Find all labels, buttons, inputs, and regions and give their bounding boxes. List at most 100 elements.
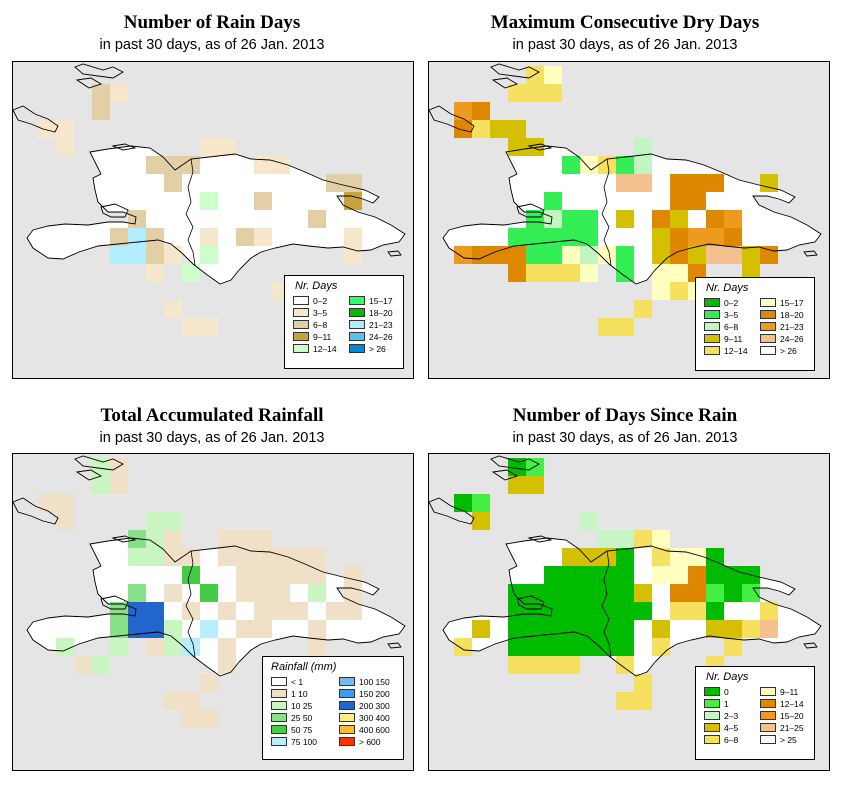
grid-cell	[182, 710, 200, 728]
country-border	[185, 550, 196, 658]
grid-cell	[110, 620, 128, 638]
grid-cell	[724, 228, 742, 246]
grid-cell	[526, 66, 544, 84]
legend-label: 4–5	[724, 723, 739, 733]
grid-cell	[454, 638, 472, 656]
grid-cell	[760, 602, 778, 620]
grid-cell	[580, 602, 598, 620]
legend-swatch	[293, 320, 309, 329]
grid-cell	[254, 192, 272, 210]
grid-cell	[508, 228, 526, 246]
grid-cell	[526, 602, 544, 620]
grid-cell	[272, 566, 290, 584]
grid-cell	[92, 102, 110, 120]
coastline	[490, 63, 540, 79]
grid-cell	[562, 638, 580, 656]
grid-cell	[724, 584, 742, 602]
legend-label: 0	[724, 687, 729, 697]
grid-cell	[526, 84, 544, 102]
grid-cell	[742, 246, 760, 264]
grid-cell	[56, 512, 74, 530]
grid-cell	[128, 620, 146, 638]
grid-cell	[580, 228, 598, 246]
grid-cell	[56, 638, 74, 656]
coastline	[75, 77, 103, 89]
legend-swatch	[760, 310, 776, 319]
grid-cell	[706, 602, 724, 620]
grid-cell	[128, 584, 146, 602]
legend-label: 300 400	[359, 713, 390, 723]
grid-cell	[308, 548, 326, 566]
grid-cell	[706, 228, 724, 246]
grid-cell	[742, 620, 760, 638]
legend-label: 24–26	[369, 332, 393, 342]
grid-cell	[110, 246, 128, 264]
panel-rain-days: Number of Rain Days in past 30 days, as …	[0, 0, 420, 390]
grid-cell	[688, 584, 706, 602]
grid-cell	[472, 620, 490, 638]
legend-swatch	[704, 723, 720, 732]
coastline	[387, 642, 402, 649]
grid-cell	[200, 138, 218, 156]
grid-cell	[182, 318, 200, 336]
grid-cell	[490, 120, 508, 138]
grid-cell	[616, 264, 634, 282]
legend-label: > 600	[359, 737, 381, 747]
grid-cell	[526, 246, 544, 264]
coastline	[429, 497, 475, 525]
grid-cell	[74, 656, 92, 674]
coastline	[74, 63, 124, 79]
grid-cell	[616, 656, 634, 674]
grid-cell	[182, 264, 200, 282]
grid-cell	[164, 530, 182, 548]
coastline	[527, 535, 553, 543]
grid-cell	[92, 458, 110, 476]
legend-swatch	[760, 298, 776, 307]
grid-cell	[544, 656, 562, 674]
legend-swatch	[704, 334, 720, 343]
legend-swatch	[760, 687, 776, 696]
legend-label: 15–17	[780, 298, 804, 308]
grid-cell	[308, 638, 326, 656]
grid-cell	[200, 246, 218, 264]
grid-cell	[254, 548, 272, 566]
grid-cell	[344, 566, 362, 584]
coastline	[13, 105, 59, 133]
grid-cell	[110, 458, 128, 476]
legend-label: 12–14	[780, 699, 804, 709]
legend-swatch	[339, 737, 355, 746]
panel-title: Number of Rain Days	[123, 12, 301, 33]
grid-cell	[218, 656, 236, 674]
grid-cell	[706, 584, 724, 602]
legend-label: 12–14	[724, 346, 748, 356]
legend-swatch	[349, 308, 365, 317]
legend-label: 3–5	[724, 310, 739, 320]
legend-label: 3–5	[313, 308, 328, 318]
grid-cell	[164, 156, 182, 174]
grid-cell	[344, 246, 362, 264]
panel-rainfall: Total Accumulated Rainfall in past 30 da…	[0, 395, 420, 793]
grid-cells	[454, 66, 778, 336]
legend: Rainfall (mm) < 1 1 10 10 25 25 50 50 75 75 10…	[262, 656, 404, 760]
grid-cell	[652, 228, 670, 246]
legend-swatch	[293, 296, 309, 305]
legend-swatch	[760, 334, 776, 343]
hispaniola-map	[13, 63, 406, 336]
grid-cell	[236, 584, 254, 602]
grid-cell	[526, 620, 544, 638]
grid-cell	[508, 656, 526, 674]
grid-cell	[164, 620, 182, 638]
grid-cell	[652, 264, 670, 282]
grid-cell	[616, 692, 634, 710]
grid-cell	[92, 656, 110, 674]
grid-cell	[670, 584, 688, 602]
panel-subtitle: in past 30 days, as of 26 Jan. 2013	[99, 37, 325, 53]
grid-cell	[526, 476, 544, 494]
grid-cell	[706, 566, 724, 584]
legend-swatch	[704, 322, 720, 331]
grid-cell	[706, 174, 724, 192]
grid-cell	[562, 566, 580, 584]
grid-cell	[290, 602, 308, 620]
grid-cell	[218, 138, 236, 156]
grid-cell	[544, 566, 562, 584]
